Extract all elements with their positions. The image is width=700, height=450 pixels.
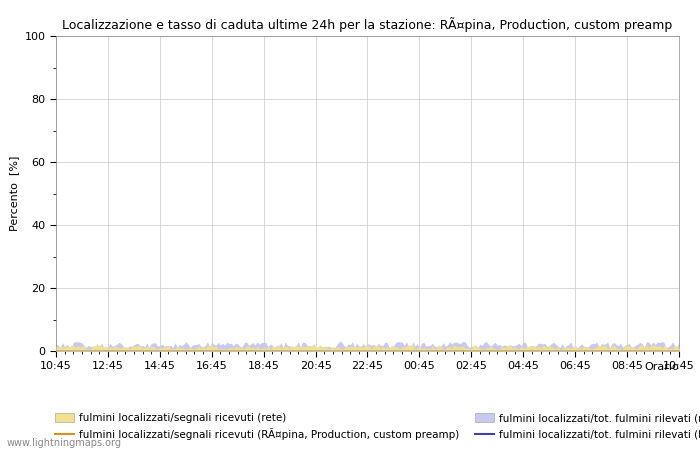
Text: Orario: Orario [644,362,679,372]
Text: www.lightningmaps.org: www.lightningmaps.org [7,438,122,448]
Y-axis label: Percento  [%]: Percento [%] [9,156,19,231]
Title: Localizzazione e tasso di caduta ultime 24h per la stazione: RÃ¤pina, Production: Localizzazione e tasso di caduta ultime … [62,17,673,32]
Legend: fulmini localizzati/segnali ricevuti (rete), fulmini localizzati/segnali ricevut: fulmini localizzati/segnali ricevuti (re… [55,413,700,440]
